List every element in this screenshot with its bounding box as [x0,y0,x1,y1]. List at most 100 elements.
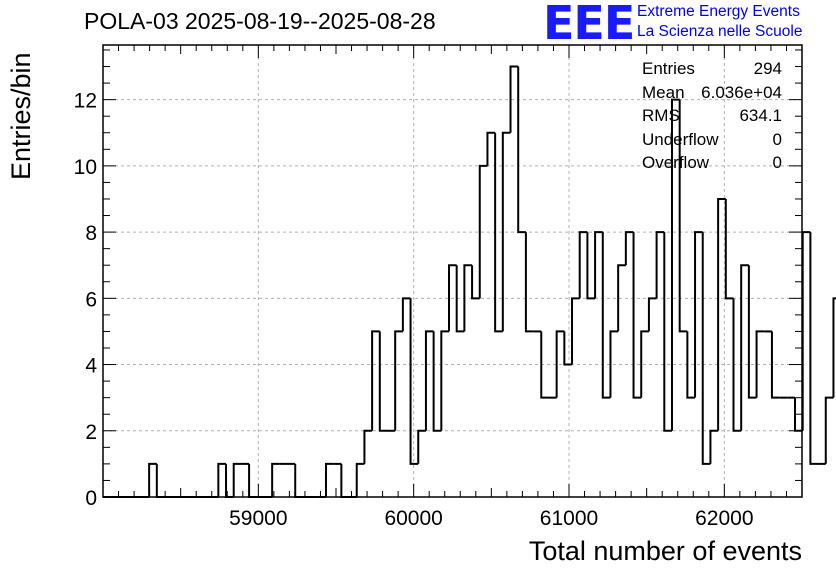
histogram-bin [640,330,649,398]
x-tick-label: 61000 [540,507,598,530]
tick-labels: 59000 60000 61000 62000 0 2 4 6 8 10 12 [74,90,754,530]
histogram-bin [371,330,380,431]
histogram-bin [424,330,434,431]
histogram-bin [755,330,765,398]
histogram-bin [517,66,526,234]
histogram-bin [478,164,488,299]
histogram-bin [340,463,350,498]
stats-rms-value: 634.1 [739,106,782,125]
plot-frame [102,44,803,498]
stats-entries-label: Entries [642,59,695,78]
histogram-bin [509,65,519,133]
stats-entries-value: 294 [753,59,782,78]
histogram-bin [594,231,603,299]
histogram-bin [294,463,303,498]
y-tick-label: 4 [85,355,97,378]
x-tick-label: 62000 [695,507,753,530]
histogram-bin [155,463,165,498]
histogram-bin [770,331,780,399]
histogram-bin [555,330,565,398]
histogram-bin [701,232,711,465]
histogram-bin [355,462,365,497]
histogram-bin [809,232,819,465]
y-tick-label: 2 [85,421,97,444]
stats-rms-label: RMS [642,106,680,125]
histogram-bin [709,429,719,464]
histogram-bin [632,232,642,399]
histogram-bin [324,462,334,497]
histogram-bin [271,462,280,497]
y-tick-label: 10 [74,156,97,179]
histogram-bin [563,331,573,366]
histogram-bin [363,429,373,464]
eee-logo: EEE [543,0,635,50]
histogram-bin [248,463,257,498]
stats-underflow-label: Underflow [642,129,719,149]
histogram-bin [694,231,703,398]
axes [102,44,803,498]
histogram-bin [832,297,836,398]
histogram-bin [471,265,480,300]
histogram-bin [148,462,157,497]
histogram-bin [501,131,511,332]
y-tick-label: 0 [85,487,97,510]
stats-row-overflow: Overflow 0 [642,153,782,177]
histogram-bin [494,132,503,333]
x-axis-label: Total number of events [528,536,802,566]
histogram-bin [417,429,426,464]
histogram-bin [432,331,442,432]
histogram-bin [601,232,611,399]
y-axis-label: Entries/bin [6,52,36,180]
x-tick-label: 59000 [229,507,287,530]
histogram-bin [740,264,749,431]
logo-line-1: Extreme Energy Events [637,3,800,20]
histogram-bin [455,265,465,333]
histogram-bin [747,265,757,399]
logo-text: Extreme Energy Events La Scienza nelle S… [637,2,802,42]
y-tick-label: 6 [85,288,97,311]
stats-mean-value: 6.036e+04 [701,82,782,102]
histogram-bin [724,198,734,300]
histogram-bin [409,298,419,465]
histogram-bin [717,197,726,431]
stats-box: Entries 294 Mean 6.036e+04 RMS 634.1 Und… [642,59,782,177]
stats-row-entries: Entries 294 [642,59,782,83]
y-tick-label: 8 [85,222,97,245]
histogram-bin [624,231,634,266]
histogram-bin [655,231,665,299]
histogram-bin [670,98,680,431]
chart-title: POLA-03 2025-08-19--2025-08-28 [84,8,436,34]
histogram-bin [440,330,450,431]
histogram-bin [801,231,811,431]
stats-mean-label: Mean [642,82,685,102]
stats-overflow-label: Overflow [642,153,710,172]
histogram-bin [578,231,588,299]
x-tick-label: 60000 [384,507,442,530]
histogram-bin [524,232,534,333]
histogram-bin [486,131,496,166]
histogram-bin [678,99,688,333]
histogram-bin [232,462,242,497]
histogram-bin [647,297,657,332]
histogram-bin [394,330,403,431]
histogram-bin [686,331,696,399]
logo-line-2: La Scienza nelle Scuole [637,23,803,40]
stats-underflow-value: 0 [772,129,782,149]
histogram-bin [617,264,626,332]
stats-row-mean: Mean 6.036e+04 [642,83,782,107]
histogram-bin [378,331,388,432]
stats-row-rms: RMS 634.1 [642,106,782,130]
histogram-bin [540,331,549,399]
histogram-bin [586,232,596,300]
histogram-bin [401,297,411,332]
histogram-bin [463,264,473,332]
y-tick-label: 12 [74,90,97,113]
histogram-bin [571,297,580,365]
histogram-bin [609,330,619,398]
histogram-bin [217,462,227,497]
stats-overflow-value: 0 [772,153,782,172]
histogram-bin [732,298,742,432]
histogram-bin [448,264,457,332]
stats-row-underflow: Underflow 0 [642,130,782,154]
